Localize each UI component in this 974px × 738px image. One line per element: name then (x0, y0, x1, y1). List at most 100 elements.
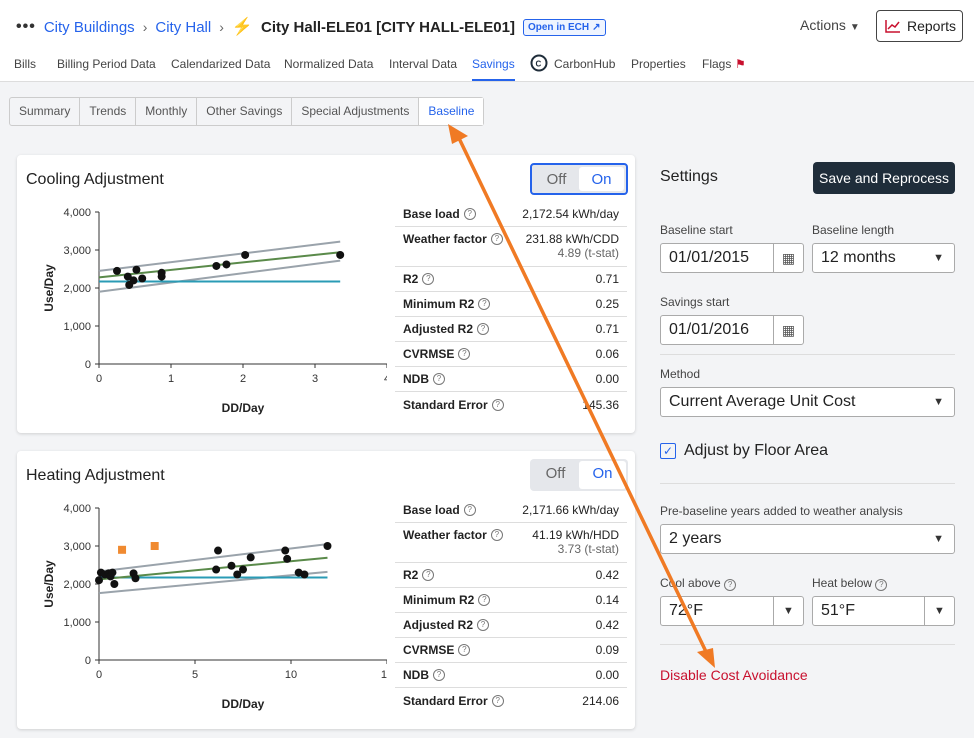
subtab-summary[interactable]: Summary (10, 98, 81, 125)
x-tick-label: 1 (168, 373, 174, 385)
pre-baseline-years-select[interactable]: 2 years ▼ (660, 524, 955, 554)
tab-calendarized-data[interactable]: Calendarized Data (171, 57, 271, 71)
data-point (110, 580, 119, 588)
caret-down-icon: ▼ (924, 597, 954, 625)
actions-menu[interactable]: Actions ▼ (800, 17, 860, 33)
cool-above-select[interactable]: 72°F ▼ (660, 596, 804, 626)
subtab-special-adjustments[interactable]: Special Adjustments (292, 98, 420, 125)
x-tick-label: 10 (285, 669, 297, 681)
y-axis-label: Use/Day (42, 264, 56, 312)
main-tabs: Bills Billing Period Data Calendarized D… (0, 50, 974, 82)
help-icon[interactable]: ? (458, 348, 471, 360)
help-icon[interactable]: ? (478, 594, 491, 606)
help-icon[interactable]: ? (463, 208, 476, 220)
calendar-icon[interactable]: ▦ (773, 244, 803, 272)
subtab-trends[interactable]: Trends (80, 98, 137, 125)
tab-bills[interactable]: Bills (14, 57, 37, 71)
help-icon[interactable]: ? (422, 273, 435, 285)
data-point (95, 576, 103, 585)
help-icon[interactable]: ? (490, 529, 503, 541)
data-point (212, 565, 221, 574)
cooling-toggle[interactable]: Off On (530, 163, 628, 195)
settings-heading: Settings (660, 168, 718, 185)
flag-icon: ⚑ (735, 57, 746, 71)
data-point (131, 574, 140, 583)
data-point (281, 546, 290, 555)
divider (660, 483, 955, 484)
stat-value: 214.06 (582, 693, 619, 708)
subtab-baseline[interactable]: Baseline (419, 98, 484, 125)
toggle-off[interactable]: Off (546, 171, 567, 188)
data-point (129, 276, 138, 285)
savings-subtabs: Summary Trends Monthly Other Savings Spe… (9, 97, 485, 126)
stat-label: Base load? (403, 207, 476, 221)
baseline-length-select[interactable]: 12 months ▼ (812, 243, 955, 273)
tab-flags[interactable]: Flags (702, 57, 732, 71)
heating-toggle[interactable]: Off On (530, 459, 628, 491)
data-point (336, 250, 345, 259)
help-icon[interactable]: ? (422, 569, 435, 581)
help-icon[interactable]: ? (477, 619, 490, 631)
help-icon[interactable]: ? (477, 323, 490, 335)
tab-carbonhub[interactable]: CarbonHub (554, 57, 616, 71)
tab-properties[interactable]: Properties (631, 57, 686, 71)
calendar-icon[interactable]: ▦ (773, 316, 803, 344)
help-icon[interactable]: ? (875, 579, 888, 591)
data-point (132, 265, 141, 274)
help-icon[interactable]: ? (458, 644, 471, 656)
data-point (323, 542, 332, 550)
y-tick-label: 2,000 (63, 579, 91, 591)
x-axis-label: DD/Day (222, 401, 265, 415)
help-icon[interactable]: ? (491, 398, 504, 411)
tab-billing-period-data[interactable]: Billing Period Data (57, 57, 156, 71)
chevron-right-icon: › (219, 19, 224, 35)
tab-savings[interactable]: Savings (472, 57, 515, 81)
help-icon[interactable]: ? (463, 504, 476, 516)
help-icon[interactable]: ? (433, 373, 445, 385)
save-and-reprocess-button[interactable]: Save and Reprocess (813, 162, 955, 194)
toggle-on[interactable]: On (579, 461, 626, 489)
breadcrumb-city-hall[interactable]: City Hall (155, 18, 212, 36)
stat-row: R2? 0.42 (395, 563, 627, 588)
stat-value: 41.19 kWh/HDD 3.73 (t-stat) (532, 528, 619, 556)
tab-interval-data[interactable]: Interval Data (389, 57, 458, 71)
stat-label: Standard Error? (403, 694, 504, 708)
check-icon[interactable]: ✓ (660, 443, 676, 459)
stat-label: CVRMSE? (403, 643, 471, 657)
help-icon[interactable]: ? (490, 233, 503, 245)
help-icon[interactable]: ? (433, 669, 445, 681)
subtab-monthly[interactable]: Monthly (136, 98, 198, 125)
toggle-off[interactable]: Off (545, 465, 566, 482)
breadcrumb-city-buildings[interactable]: City Buildings (43, 18, 135, 36)
help-icon[interactable]: ? (478, 298, 491, 310)
caret-down-icon: ▼ (849, 22, 860, 33)
heating-stats-table: Base load? 2,171.66 kWh/day Weather factor… (395, 498, 627, 713)
baseline-start-input[interactable]: 01/01/2015 ▦ (660, 243, 804, 273)
toggle-on[interactable]: On (579, 167, 624, 191)
heat-below-label: Heat below ? (812, 576, 888, 591)
savings-start-input[interactable]: 01/01/2016 ▦ (660, 315, 804, 345)
method-select[interactable]: Current Average Unit Cost ▼ (660, 387, 955, 417)
divider (660, 644, 955, 645)
stat-label: Minimum R2? (403, 297, 491, 311)
disable-cost-avoidance-link[interactable]: Disable Cost Avoidance (660, 667, 808, 683)
y-tick-label: 1,000 (63, 617, 91, 629)
subtab-other-savings[interactable]: Other Savings (197, 98, 293, 125)
pre-baseline-years-label: Pre-baseline years added to weather anal… (660, 504, 903, 518)
heat-below-select[interactable]: 51°F ▼ (812, 596, 955, 626)
more-icon[interactable]: ••• (16, 18, 36, 35)
reports-button[interactable]: Reports (876, 10, 963, 42)
heating-adjustment-card: Heating Adjustment Off On 0 1,000 2,000 3,0… (17, 451, 635, 729)
tab-normalized-data[interactable]: Normalized Data (284, 57, 374, 71)
stat-row: R2? 0.71 (395, 267, 627, 292)
adjust-floor-area-checkbox[interactable]: ✓ Adjust by Floor Area (660, 442, 828, 460)
stat-label: R2? (403, 272, 435, 286)
help-icon[interactable]: ? (491, 694, 504, 707)
stat-row: NDB? 0.00 (395, 367, 627, 392)
help-icon[interactable]: ? (724, 579, 737, 591)
open-in-ech-button[interactable]: Open in ECH ↗ (522, 18, 606, 36)
y-tick-label: 0 (85, 359, 91, 371)
x-tick-label: 15 (381, 669, 387, 681)
chevron-right-icon: › (142, 19, 148, 35)
data-point (108, 568, 117, 577)
